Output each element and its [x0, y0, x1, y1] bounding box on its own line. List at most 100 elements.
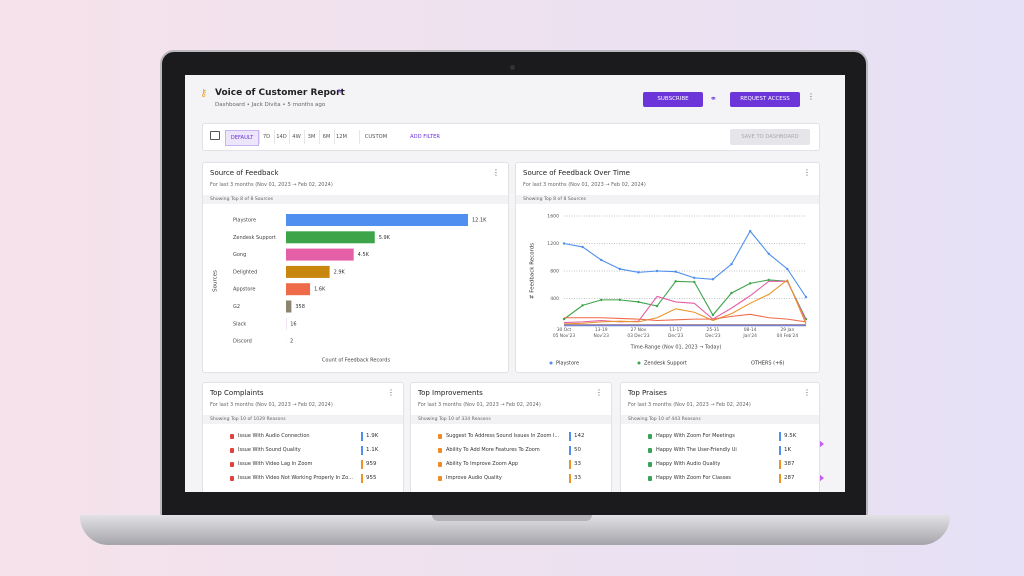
- category-label: Discord: [233, 339, 252, 345]
- category-label: Delighted: [233, 269, 257, 275]
- range-button[interactable]: 7D: [259, 130, 273, 144]
- reason-value: 1K: [784, 447, 792, 453]
- filter-toolbar: DEFAULT 7D 14D 4W 3M 6M 12M CUSTOM ADD FILTER SAV…: [202, 123, 820, 151]
- series-point: [693, 280, 696, 284]
- report-subtitle: Dashboard • Jack Divita • 5 months ago: [215, 102, 326, 108]
- series-point: [581, 245, 584, 249]
- panel-note: Showing Top 8 of 8 Sources: [203, 195, 508, 204]
- reason-value: 33: [574, 461, 581, 467]
- bar: [286, 265, 330, 278]
- request-access-button[interactable]: REQUEST ACCESS: [730, 92, 800, 107]
- x-tick-label: 11-17 Dec'23: [668, 328, 684, 339]
- bar-chart: Playstore 12.1K Zendesk Support 5.9K Gong 4.5…: [213, 214, 487, 364]
- panel-note: Showing Top 10 of 1029 Reasons: [203, 415, 403, 424]
- reason-icon: [438, 462, 442, 467]
- calendar-icon: [210, 131, 220, 140]
- bar: [286, 248, 354, 261]
- link-icon[interactable]: ⚭: [710, 94, 717, 103]
- more-menu[interactable]: ⋮: [807, 92, 815, 101]
- panel-menu: ⋮: [595, 388, 603, 397]
- reason-label: Issue With Video Not Working Properly In…: [238, 475, 353, 481]
- screen: ⚷ Voice of Customer Report ✎ Dashboard •…: [185, 75, 845, 492]
- save-button[interactable]: SAVE TO DASHBOARD: [730, 129, 810, 145]
- reason-bar: [779, 446, 781, 455]
- reason-bar: [361, 432, 363, 441]
- series-point: [562, 242, 566, 245]
- reason-icon: [438, 476, 442, 481]
- range-button[interactable]: 3M: [304, 130, 318, 144]
- series-point: [693, 276, 696, 280]
- panel-note: Showing Top 10 of 443 Reasons: [621, 415, 819, 424]
- reason-label: Happy With Audio Quality: [656, 461, 721, 467]
- series-point: [767, 252, 770, 256]
- reason-value: 959: [366, 461, 377, 467]
- y-axis-label: Sources: [213, 270, 219, 292]
- x-tick-label: 08-14 Jan'24: [743, 328, 757, 339]
- reason-value: 955: [366, 475, 377, 481]
- range-button[interactable]: DEFAULT: [225, 130, 259, 146]
- subscribe-button[interactable]: SUBSCRIBE: [643, 92, 703, 107]
- y-tick-label: 1600: [547, 214, 559, 220]
- bar: [286, 300, 292, 313]
- panel-menu: ⋮: [803, 388, 811, 397]
- series-point: [581, 304, 584, 307]
- reason-label: Happy With Zoom For Classes: [656, 475, 731, 481]
- range-button[interactable]: 14D: [274, 130, 288, 144]
- laptop-notch: [432, 515, 592, 521]
- x-axis-label: Count of Feedback Records: [322, 358, 391, 364]
- value-label: 2.9K: [334, 269, 346, 275]
- series-point: [637, 300, 640, 304]
- reason-bar: [361, 474, 363, 483]
- panel-title: Top Praises: [628, 389, 667, 397]
- reason-label: Issue With Sound Quality: [238, 447, 301, 453]
- range-button[interactable]: 4W: [289, 130, 303, 144]
- reason-icon: [648, 462, 652, 467]
- legend-swatch: [637, 361, 641, 365]
- series-point: [730, 291, 733, 295]
- legend-label: Zendesk Support: [644, 361, 687, 367]
- y-tick-label: 400: [550, 296, 559, 302]
- reason-bar: [569, 474, 571, 483]
- series-point: [804, 295, 808, 299]
- x-tick-label: 30 Oct 05 Nov'23: [552, 328, 576, 339]
- key-icon: ⚷: [200, 88, 208, 99]
- y-tick-label: 1200: [547, 241, 559, 247]
- value-label: 1.6K: [314, 287, 326, 293]
- reason-value: 287: [784, 475, 795, 481]
- range-button[interactable]: 6M: [319, 130, 333, 144]
- panel-note: Showing Top 10 of 334 Reasons: [411, 415, 611, 424]
- add-filter-button[interactable]: ADD FILTER: [410, 134, 440, 140]
- series-point: [786, 267, 789, 271]
- panel-title: Source of Feedback: [210, 169, 279, 177]
- reason-bar: [779, 474, 781, 483]
- reason-icon: [230, 434, 234, 439]
- series-point: [748, 282, 752, 285]
- range-button[interactable]: 12M: [334, 130, 348, 144]
- series-point: [748, 229, 752, 233]
- custom-button[interactable]: CUSTOM: [359, 130, 392, 144]
- reason-icon: [438, 448, 442, 453]
- legend-more: OTHERS (+6): [751, 361, 784, 367]
- x-axis-label: Time-Range (Nov 01, 2023 → Today): [630, 345, 722, 351]
- bar: [286, 283, 311, 296]
- panel-title: Top Complaints: [210, 389, 264, 397]
- reason-value: 1.9K: [366, 433, 379, 439]
- bar: [286, 214, 468, 226]
- reasons-panel: Top Complaints For last 3 months (Nov 01,…: [202, 382, 404, 492]
- panel-menu[interactable]: ⋮: [803, 168, 811, 177]
- panel-subtitle: For last 3 months (Nov 01, 2023 → Feb 02…: [210, 182, 333, 188]
- panel-subtitle: For last 3 months (Nov 01, 2023 → Feb 02…: [523, 182, 646, 188]
- panel-menu: ⋮: [387, 388, 395, 397]
- y-axis-label: # Feedback Records: [530, 243, 536, 299]
- reasons-panel: Top Improvements For last 3 months (Nov 0…: [410, 382, 612, 492]
- reason-label: Suggest To Address Sound Issues In Zoom …: [446, 433, 560, 439]
- reason-label: Issue With Video Lag In Zoom: [238, 461, 313, 467]
- value-label: 12.1K: [472, 218, 487, 224]
- series-point: [767, 278, 770, 282]
- panel-menu[interactable]: ⋮: [492, 168, 500, 177]
- reason-label: Happy With Zoom For Meetings: [656, 433, 735, 439]
- camera: [510, 65, 515, 70]
- pin-icon[interactable]: ✎: [337, 88, 343, 96]
- reason-bar: [779, 460, 781, 469]
- series-point: [562, 317, 566, 321]
